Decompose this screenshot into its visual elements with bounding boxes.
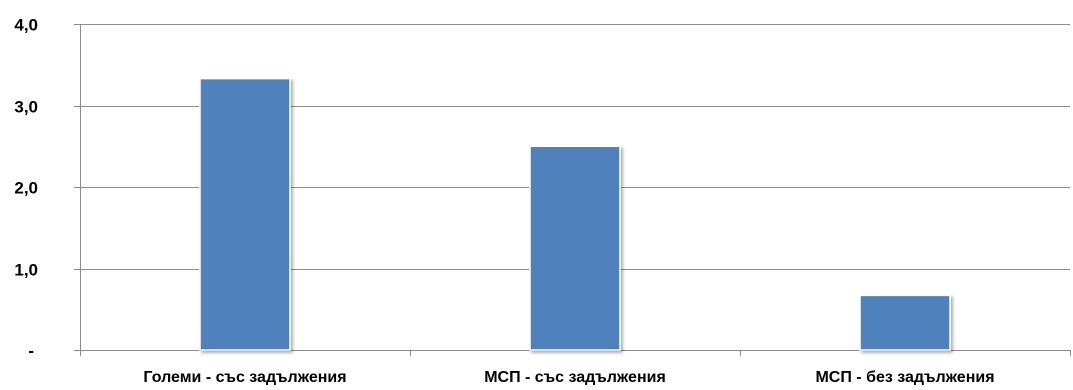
x-tick-label: МСП - със задължения — [484, 369, 666, 385]
y-tick-label: 3,0 — [14, 98, 38, 117]
bar — [859, 294, 951, 351]
x-tick-labels: Големи - със задължения МСП - със задълже… — [143, 369, 994, 386]
bar — [529, 145, 621, 351]
bar — [199, 77, 291, 351]
x-tick-label: МСП - без задължения — [815, 369, 994, 385]
y-tick-label: - — [28, 342, 34, 361]
x-tick-label: Големи - със задължения — [143, 369, 346, 385]
y-tick-label: 4,0 — [14, 16, 38, 35]
bars — [199, 77, 951, 351]
y-tick-label: 1,0 — [14, 261, 38, 280]
y-tick-labels: - 1,0 2,0 3,0 4,0 — [14, 16, 38, 361]
y-tick-label: 2,0 — [14, 179, 38, 198]
